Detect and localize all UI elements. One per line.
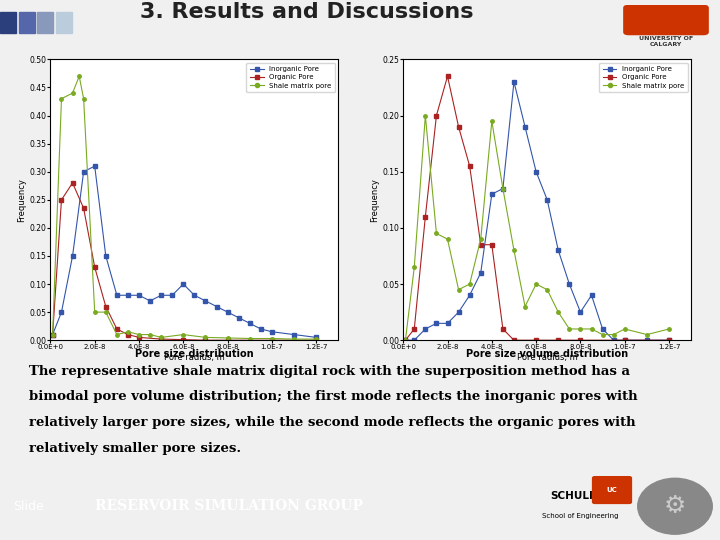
Text: UNIVERSITY OF
CALGARY: UNIVERSITY OF CALGARY — [639, 37, 693, 47]
Text: Pore size volume distribution: Pore size volume distribution — [466, 349, 629, 360]
Legend: Inorganic Pore, Organic Pore, Shale matrix pore: Inorganic Pore, Organic Pore, Shale matr… — [599, 63, 688, 92]
Text: bimodal pore volume distribution; the first mode reflects the inorganic pores wi: bimodal pore volume distribution; the fi… — [29, 390, 637, 403]
Text: The representative shale matrix digital rock with the superposition method has a: The representative shale matrix digital … — [29, 364, 630, 377]
Bar — [37, 12, 53, 32]
X-axis label: Pore radius, m: Pore radius, m — [517, 353, 577, 362]
Bar — [19, 12, 35, 32]
Text: relatively larger pore sizes, while the second mode reflects the organic pores w: relatively larger pore sizes, while the … — [29, 416, 636, 429]
Text: ⚙: ⚙ — [664, 494, 686, 518]
Y-axis label: Frequency: Frequency — [17, 178, 27, 222]
Y-axis label: Frequency: Frequency — [370, 178, 379, 222]
Bar — [0, 12, 16, 32]
Text: SCHULICH: SCHULICH — [550, 491, 610, 501]
Text: School of Engineering: School of Engineering — [541, 514, 618, 519]
Text: Slide: Slide — [13, 500, 44, 513]
Text: Pore size distribution: Pore size distribution — [135, 349, 253, 360]
Circle shape — [638, 478, 712, 534]
Text: relatively smaller pore sizes.: relatively smaller pore sizes. — [29, 442, 241, 455]
Text: RESERVOIR SIMULATION GROUP: RESERVOIR SIMULATION GROUP — [94, 500, 363, 513]
Text: 3. Results and Discussions: 3. Results and Discussions — [140, 2, 474, 22]
X-axis label: Pore radius, m: Pore radius, m — [164, 353, 225, 362]
Text: UC: UC — [607, 487, 617, 493]
FancyBboxPatch shape — [624, 5, 708, 35]
Legend: Inorganic Pore, Organic Pore, Shale matrix pore: Inorganic Pore, Organic Pore, Shale matr… — [246, 63, 335, 92]
Bar — [56, 12, 72, 32]
FancyBboxPatch shape — [593, 477, 631, 503]
